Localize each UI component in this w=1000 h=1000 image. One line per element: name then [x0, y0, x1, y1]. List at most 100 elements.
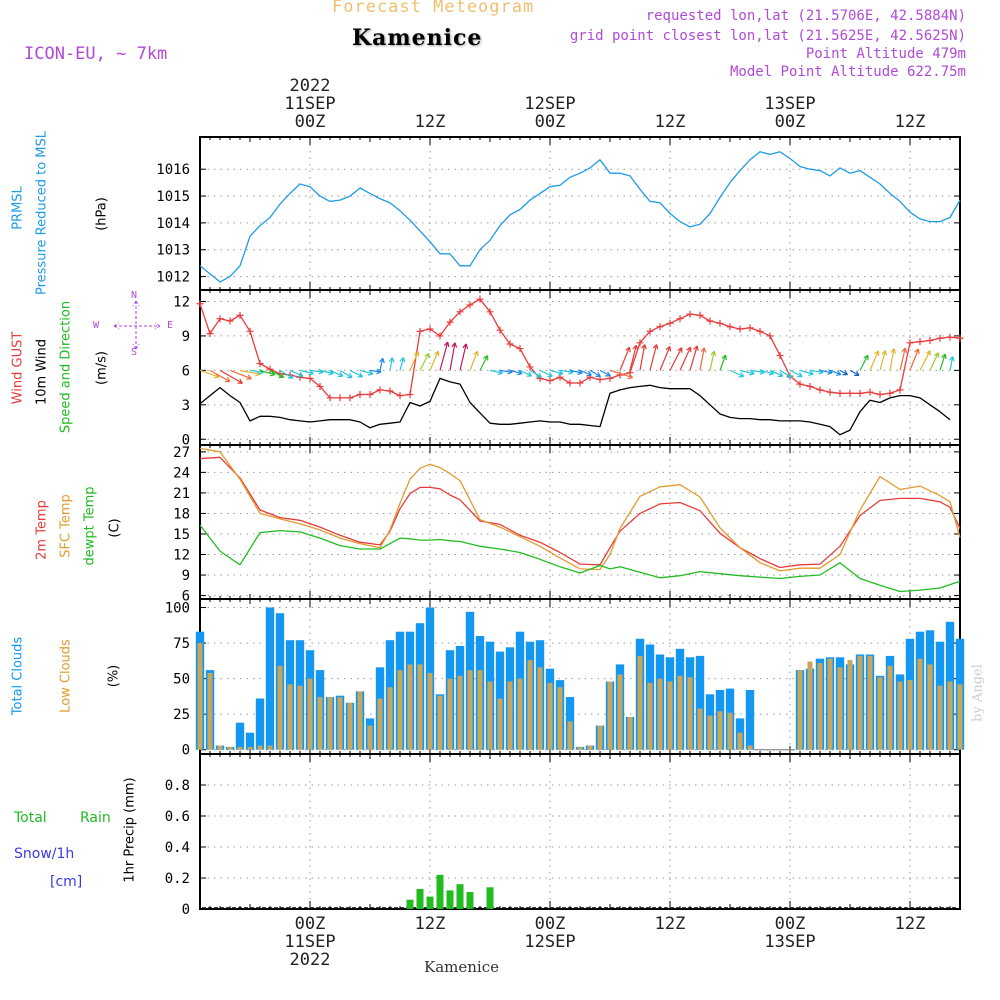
low-cloud-bar [557, 687, 563, 750]
gust-marker [876, 390, 884, 398]
wind-direction-arrow [289, 369, 304, 378]
wind-direction-arrow [429, 350, 440, 371]
low-cloud-bar [907, 680, 913, 750]
wind-direction-arrow [659, 345, 672, 371]
precip-label-total: Total [14, 810, 47, 826]
y-tick-label: 0 [182, 902, 190, 918]
low-cloud-bar [417, 664, 423, 750]
time-label-top: 2022 [290, 76, 331, 96]
wind-direction-arrow [349, 369, 364, 378]
wind-direction-arrow [509, 369, 523, 376]
gust-marker [206, 330, 214, 338]
pressure-label-msl: Pressure Reduced to MSL [34, 130, 50, 296]
y-tick-label: 18 [173, 506, 190, 522]
wind-direction-arrow [539, 369, 553, 378]
requested-coordinates: requested lon,lat (21.5706E, 42.5884N) [645, 8, 966, 24]
y-tick-label: 100 [165, 601, 190, 617]
low-cloud-bar [377, 698, 383, 750]
gust-marker [596, 376, 604, 384]
precip-label-cm: [cm] [50, 874, 83, 890]
low-cloud-bar [637, 655, 643, 750]
wind-direction-arrow [279, 369, 294, 379]
wind-direction-arrow [699, 347, 707, 371]
wind-direction-arrow [919, 350, 931, 371]
low-cloud-bar [347, 702, 353, 750]
temp-unit: (C) [107, 518, 123, 538]
time-label-bottom: 12Z [655, 914, 686, 934]
gust-marker [466, 301, 474, 309]
y-tick-label: 12 [173, 548, 190, 564]
low-cloud-bar [947, 681, 953, 750]
time-label-bottom: 12Z [895, 914, 926, 934]
gust-marker [796, 380, 804, 388]
wind-direction-arrow [679, 346, 692, 371]
gust-marker [266, 365, 274, 373]
gust-marker [396, 392, 404, 400]
wind-direction-arrow [949, 356, 955, 371]
low-cloud-bar [197, 643, 203, 750]
wind-direction-arrow [849, 369, 860, 376]
compass-rose [113, 300, 161, 350]
time-label-top: 12SEP [524, 94, 575, 114]
gust-marker [336, 394, 344, 402]
wind-direction-arrow [649, 344, 659, 371]
wind-direction-arrow [909, 348, 920, 371]
wind-direction-arrow [899, 347, 908, 371]
low-cloud-bar [327, 697, 333, 750]
low-cloud-bar [357, 691, 363, 750]
time-label-bottom: 11SEP [284, 932, 335, 952]
time-label-top: 12Z [895, 112, 926, 132]
low-cloud-bar [697, 708, 703, 750]
gust-marker [696, 311, 704, 319]
low-cloud-bar [797, 670, 803, 750]
gust-marker [636, 339, 644, 347]
gust-marker [776, 351, 784, 359]
pressure-label-prmsl: PRMSL [10, 186, 26, 230]
low-cloud-bar [687, 677, 693, 750]
gust-marker [856, 389, 864, 397]
low-cloud-bar [597, 725, 603, 750]
wind-direction-arrow [829, 369, 842, 376]
low-cloud-bar [507, 681, 513, 750]
y-tick-label: 0.4 [165, 840, 190, 856]
gust-marker [376, 386, 384, 394]
gust-marker [646, 327, 654, 335]
y-tick-label: 9 [182, 329, 190, 345]
low-cloud-bar [897, 681, 903, 750]
gust-marker [746, 324, 754, 332]
wind-direction-arrow [219, 369, 243, 384]
low-cloud-bar [437, 695, 443, 750]
low-cloud-bar [707, 715, 713, 750]
wind-label-gust: Wind GUST [10, 331, 26, 405]
gust-marker [196, 300, 204, 308]
rain-bar [446, 890, 454, 909]
wind-direction-arrow [229, 369, 252, 380]
low-cloud-bar [217, 745, 223, 750]
gust-marker [826, 388, 834, 396]
low-cloud-bar [607, 681, 613, 750]
gust-marker [716, 319, 724, 327]
y-tick-label: 24 [173, 465, 190, 481]
model-point-altitude: Model Point Altitude 622.75m [729, 64, 966, 80]
temp-label-2m: 2m Temp [34, 500, 50, 560]
low-cloud-bar [547, 682, 553, 750]
wind-direction-arrow [929, 352, 940, 371]
gust-marker [486, 308, 494, 316]
wind-direction-arrow [269, 369, 285, 379]
low-cloud-bar [467, 670, 473, 750]
chart-panels [199, 136, 961, 910]
wind-direction-arrow [609, 369, 634, 380]
wind-direction-arrow [669, 347, 683, 371]
low-cloud-bar [837, 667, 843, 750]
gust-marker [526, 363, 534, 371]
low-cloud-bar [887, 665, 893, 750]
wind-direction-arrow [359, 369, 374, 376]
wind-label-10m: 10m Wind [34, 338, 50, 406]
low-cloud-bar [317, 697, 323, 750]
y-tick-label: 25 [173, 707, 190, 723]
wind-direction-arrow [339, 369, 353, 379]
compass-east: E [167, 320, 174, 331]
wind-unit: (m/s) [94, 351, 110, 385]
wind-direction-arrow [379, 357, 385, 371]
low-cloud-bar [567, 721, 573, 750]
